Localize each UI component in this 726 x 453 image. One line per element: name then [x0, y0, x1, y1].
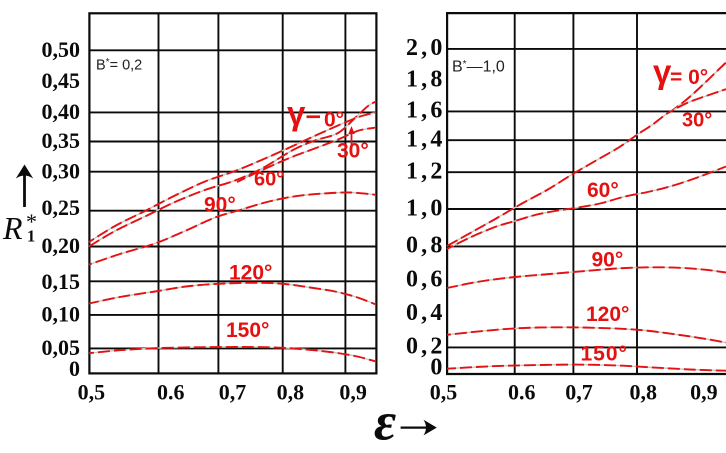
svg-text:0°: 0°: [324, 109, 344, 132]
svg-text:1,8: 1,8: [406, 67, 446, 93]
svg-text:150°: 150°: [581, 342, 628, 365]
svg-text:0: 0: [69, 356, 80, 381]
svg-text:1: 1: [27, 227, 35, 246]
svg-text:1,0: 1,0: [406, 195, 446, 221]
svg-text:0,40: 0,40: [42, 99, 81, 124]
svg-text:120°: 120°: [586, 303, 629, 326]
svg-text:1,6: 1,6: [406, 98, 446, 124]
svg-text:0,4: 0,4: [406, 300, 446, 326]
svg-text:30°: 30°: [337, 140, 369, 163]
svg-text:150°: 150°: [226, 319, 269, 342]
svg-text:0,05: 0,05: [42, 335, 81, 360]
svg-text:1,4: 1,4: [406, 127, 446, 153]
svg-text:90°: 90°: [592, 249, 624, 272]
svg-text:0,30: 0,30: [42, 158, 81, 183]
svg-text:0,15: 0,15: [42, 269, 81, 294]
svg-text:0,45: 0,45: [42, 68, 81, 93]
svg-text:γ: γ: [287, 95, 306, 132]
svg-text:60°: 60°: [587, 179, 619, 202]
svg-text:0,9: 0,9: [690, 380, 718, 405]
svg-text:B*—1,0: B*—1,0: [452, 59, 505, 76]
svg-text:0,8: 0,8: [406, 233, 446, 259]
svg-text:ε: ε: [374, 392, 396, 449]
svg-text:0,2: 0,2: [406, 334, 446, 360]
svg-text:0,9: 0,9: [339, 380, 367, 405]
svg-text:0,50: 0,50: [42, 37, 81, 62]
svg-text:0,8: 0,8: [629, 380, 657, 405]
svg-text:0.6: 0.6: [508, 380, 536, 405]
svg-text:γ: γ: [653, 53, 672, 90]
svg-text:0,8: 0,8: [277, 380, 305, 405]
svg-text:90°: 90°: [204, 194, 236, 217]
svg-text:0,6: 0,6: [406, 266, 446, 292]
svg-text:0,5: 0,5: [430, 380, 458, 405]
svg-text:B*= 0,2: B*= 0,2: [96, 57, 142, 74]
svg-text:0,7: 0,7: [565, 380, 593, 405]
svg-text:1,2: 1,2: [406, 159, 446, 185]
svg-text:0.6: 0.6: [157, 380, 185, 405]
svg-text:0,10: 0,10: [42, 302, 81, 327]
svg-text:*: *: [26, 209, 37, 234]
svg-text:60°: 60°: [254, 169, 284, 191]
svg-text:0,20: 0,20: [42, 233, 81, 258]
svg-text:2,0: 2,0: [406, 35, 446, 61]
svg-text:R: R: [2, 210, 23, 246]
svg-text:0,7: 0,7: [219, 380, 247, 405]
svg-text:120°: 120°: [229, 262, 272, 285]
svg-text:0,35: 0,35: [42, 128, 81, 153]
svg-text:0,25: 0,25: [42, 195, 81, 220]
svg-text:0: 0: [430, 354, 445, 380]
svg-text:= 0°: = 0°: [670, 66, 708, 89]
svg-text:30°: 30°: [682, 109, 712, 131]
svg-text:0,5: 0,5: [78, 380, 106, 405]
